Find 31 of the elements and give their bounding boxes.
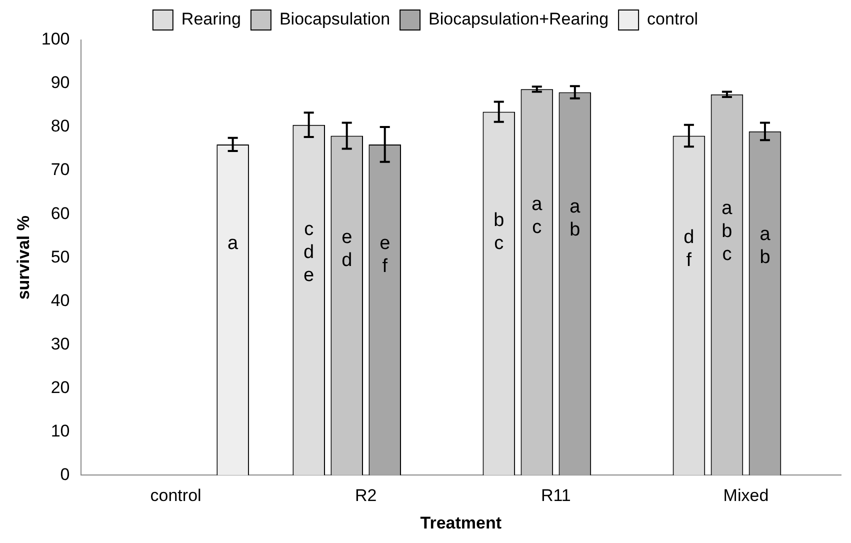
x-tick-label: R11 xyxy=(540,486,571,506)
data-label: d f xyxy=(684,226,694,271)
legend-label: Rearing xyxy=(181,10,241,29)
data-label: a b c xyxy=(722,198,733,265)
data-label: a xyxy=(228,232,239,254)
y-tick-label: 80 xyxy=(50,116,70,136)
y-tick-label: 20 xyxy=(50,378,70,397)
y-tick-label: 40 xyxy=(50,290,70,310)
x-tick-label: Mixed xyxy=(723,486,769,506)
y-tick-label: 30 xyxy=(50,334,70,354)
y-tick-label: 70 xyxy=(50,160,70,180)
data-label: a c xyxy=(532,194,543,238)
legend-label: control xyxy=(647,10,698,29)
y-tick-label: 90 xyxy=(50,73,70,92)
data-label: a b xyxy=(760,224,771,268)
y-tick-label: 0 xyxy=(60,464,70,484)
legend-label: Biocapsulation+Rearing xyxy=(428,10,609,29)
data-label: a b xyxy=(570,196,581,240)
y-axis-title: survival % xyxy=(14,216,33,300)
data-label: b c xyxy=(494,210,504,254)
data-label: e f xyxy=(380,232,390,277)
y-tick-label: 50 xyxy=(50,247,70,266)
data-label: e d xyxy=(342,226,352,271)
x-tick-label: control xyxy=(150,486,202,506)
data-label: c d e xyxy=(304,219,314,286)
x-axis-title: Treatment xyxy=(420,513,502,532)
y-tick-label: 60 xyxy=(50,204,70,223)
x-tick-label: R2 xyxy=(354,486,377,506)
y-tick-label: 100 xyxy=(41,30,70,49)
y-tick-label: 10 xyxy=(50,421,70,440)
legend-label: Biocapsulation xyxy=(279,10,390,29)
